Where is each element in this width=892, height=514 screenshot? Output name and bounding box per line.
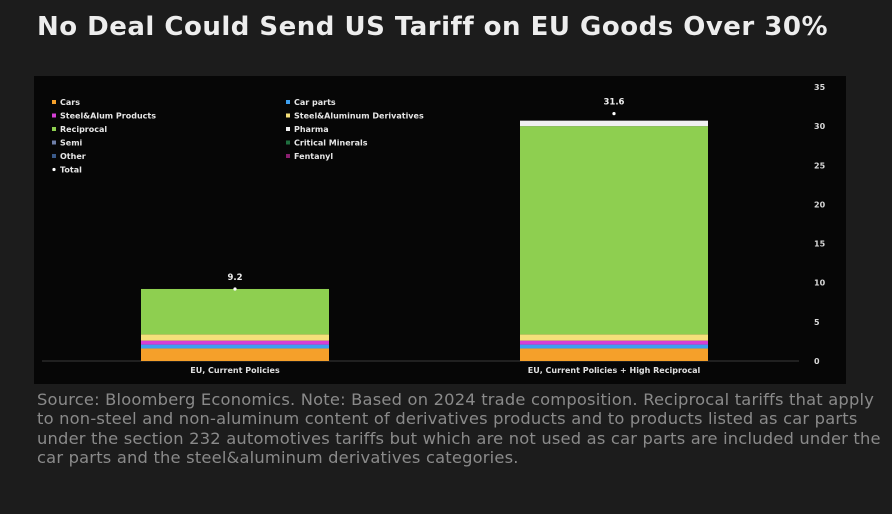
legend-swatch-3 (286, 113, 290, 118)
bar-segment-reciprocal-1 (520, 126, 708, 335)
legend-swatch-8 (52, 154, 56, 158)
legend-swatch-6 (52, 140, 56, 145)
legend-label-7: Critical Minerals (294, 139, 368, 148)
y-tick-label-2: 10 (814, 279, 826, 288)
legend-label-0: Cars (60, 98, 80, 107)
legend-label-4: Reciprocal (60, 125, 107, 134)
legend-label-9: Fentanyl (294, 152, 333, 161)
legend-label-total: Total (60, 166, 82, 175)
legend-swatch-5 (286, 127, 290, 131)
y-tick-label-4: 20 (814, 200, 826, 209)
bar-segment-pharma-1 (520, 120, 708, 127)
legend-label-2: Steel&Alum Products (60, 112, 156, 121)
legend-swatch-1 (286, 100, 290, 104)
legend-label-3: Steel&Aluminum Derivatives (294, 112, 424, 121)
total-marker-1 (612, 112, 616, 116)
total-label-0: 9.2 (227, 273, 242, 283)
legend-swatch-2 (52, 113, 56, 118)
total-label-1: 31.6 (604, 98, 625, 108)
bar-segment-steel-alum-products-1 (520, 340, 708, 345)
legend-swatch-total (52, 167, 56, 172)
legend-label-6: Semi (60, 139, 83, 148)
legend-label-5: Pharma (294, 125, 329, 134)
legend-swatch-0 (52, 100, 56, 104)
bar-segment-cars-1 (520, 348, 708, 361)
bar-segment-reciprocal-0 (141, 288, 329, 335)
y-tick-label-5: 25 (814, 161, 826, 170)
bar-segment-steel-aluminum-derivatives-0 (141, 334, 329, 341)
bar-segment-cars-0 (141, 348, 329, 361)
stacked-bar-chart: 05101520253035Tariff Shock and Contribut… (42, 83, 826, 375)
bar-segment-car-parts-0 (141, 344, 329, 349)
y-tick-label-1: 5 (814, 318, 820, 327)
y-tick-label-3: 15 (814, 240, 826, 249)
chart-title: No Deal Could Send US Tariff on EU Goods… (37, 12, 829, 42)
bar-segment-car-parts-1 (520, 344, 708, 349)
chart-panel: 05101520253035Tariff Shock and Contribut… (34, 76, 846, 384)
category-label-0: EU, Current Policies (190, 366, 280, 375)
source-note: Source: Bloomberg Economics. Note: Based… (37, 390, 881, 468)
bar-segment-steel-aluminum-derivatives-1 (520, 334, 708, 341)
legend-swatch-7 (286, 140, 290, 145)
legend-label-1: Car parts (294, 98, 336, 107)
category-label-1: EU, Current Policies + High Reciprocal (528, 366, 701, 375)
total-marker-0 (233, 287, 237, 291)
legend-swatch-9 (286, 154, 290, 158)
y-tick-label-0: 0 (814, 357, 820, 366)
bar-segment-steel-alum-products-0 (141, 340, 329, 345)
legend-swatch-4 (52, 127, 56, 131)
y-tick-label-6: 30 (814, 122, 826, 131)
legend-label-8: Other (60, 152, 86, 161)
y-tick-label-7: 35 (814, 83, 826, 92)
